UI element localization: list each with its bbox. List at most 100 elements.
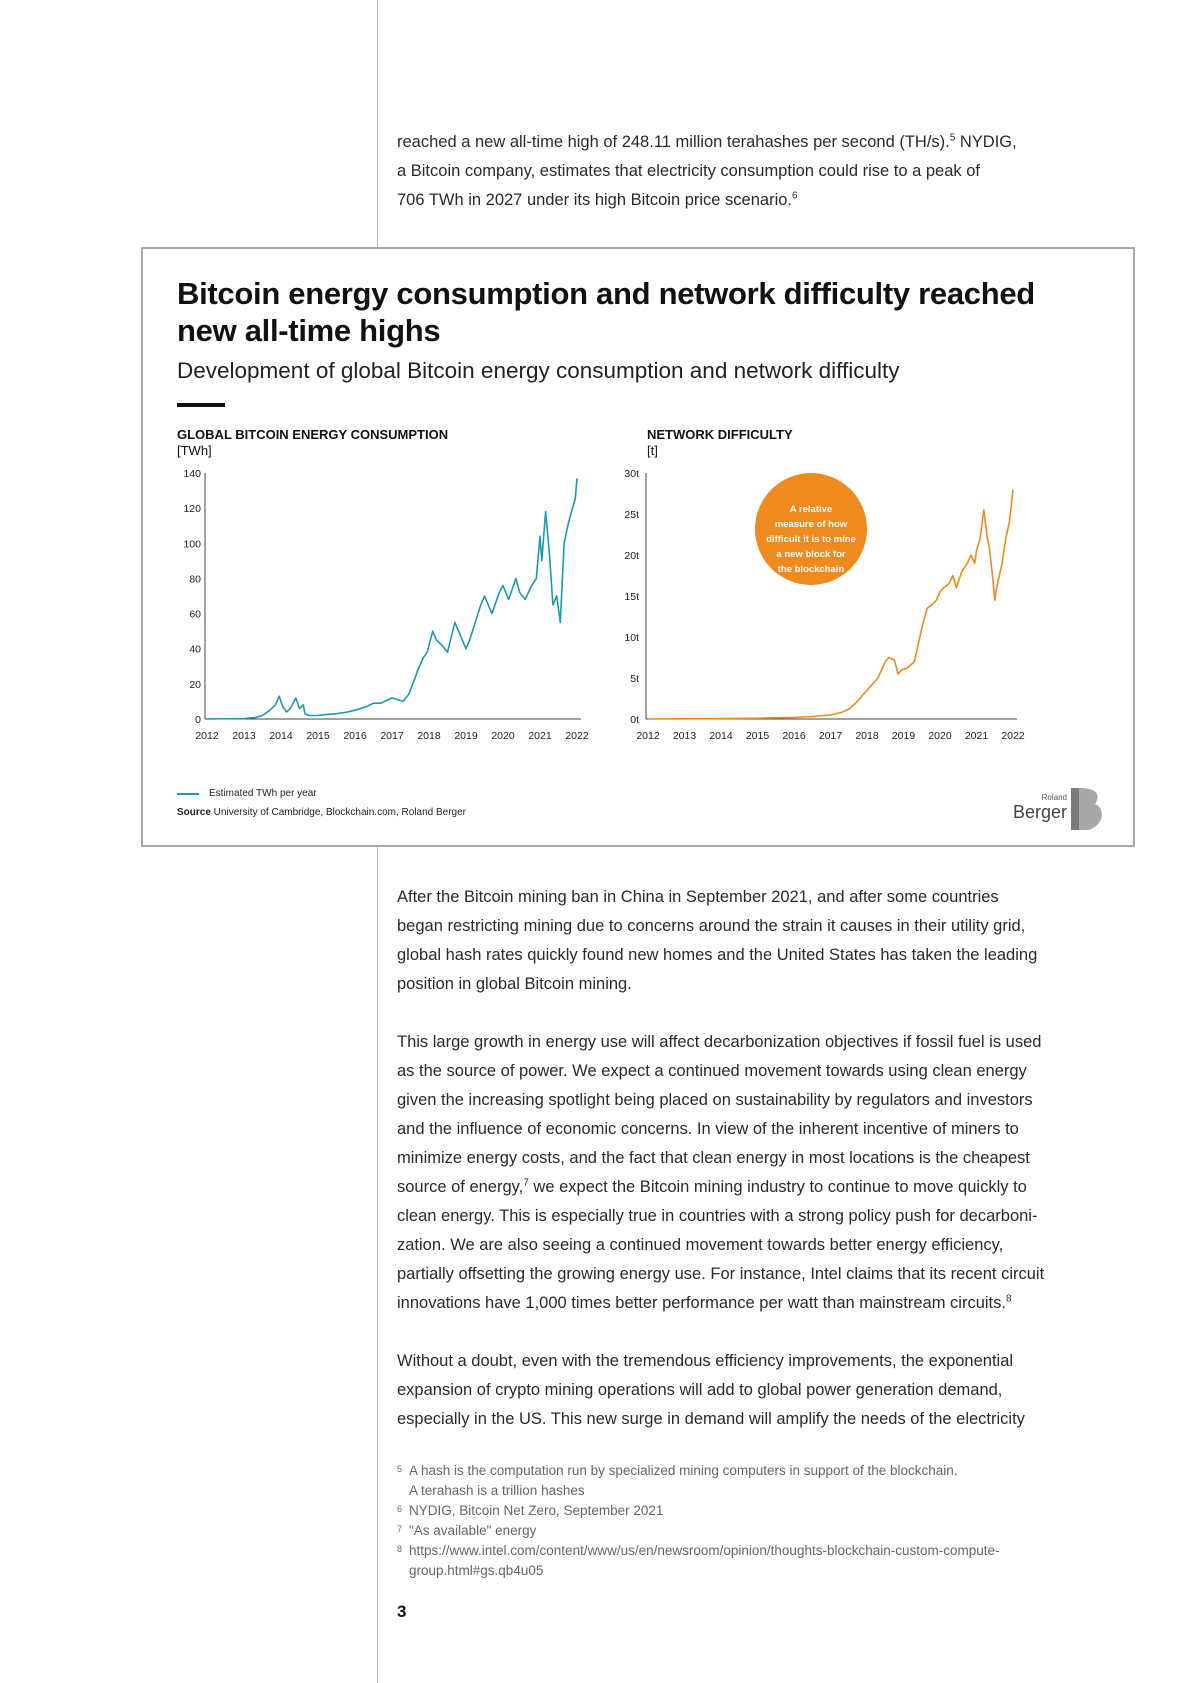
difficulty-panel-unit: [t]	[647, 443, 658, 458]
body-paragraph-2: This large growth in energy use will aff…	[397, 1028, 1117, 1318]
chart-title-line: new all-time highs	[177, 313, 441, 348]
body-line: especially in the US. This new surge in …	[397, 1410, 1025, 1428]
y-tick-label: 20t	[624, 550, 639, 562]
x-tick-label: 2020	[928, 730, 952, 742]
page-number: 3	[397, 1602, 407, 1621]
footnote-number: 6	[397, 1504, 403, 1514]
body-line: After the Bitcoin mining ban in China in…	[397, 888, 999, 906]
legend-label: Estimated TWh per year	[209, 788, 317, 799]
x-tick-label: 2016	[343, 730, 367, 742]
y-tick-label: 80	[189, 573, 201, 585]
x-tick-label: 2012	[636, 730, 660, 742]
footnote-link[interactable]: group.html#gs.qb4u05	[409, 1563, 544, 1578]
callout-text: a new block for	[776, 549, 845, 560]
title-accent-bar	[177, 403, 225, 407]
footnote-text: NYDIG, Bitcoin Net Zero, September 2021	[409, 1503, 664, 1518]
y-tick-label: 140	[183, 468, 201, 480]
x-tick-label: 2020	[491, 730, 515, 742]
body-line: began restricting mining due to concerns…	[397, 917, 1026, 935]
energy-panel-title: GLOBAL BITCOIN ENERGY CONSUMPTION	[177, 427, 449, 442]
footnote-text: A hash is the computation run by special…	[409, 1463, 958, 1478]
intro-line: a Bitcoin company, estimates that electr…	[397, 162, 980, 180]
x-tick-label: 2021	[528, 730, 552, 742]
chart-legend: Estimated TWh per year	[177, 788, 317, 799]
body-line: Without a doubt, even with the tremendou…	[397, 1352, 1014, 1370]
logo-small-text: Roland	[1042, 793, 1067, 802]
chart-title: Bitcoin energy consumption and network d…	[177, 275, 1097, 349]
y-tick-label: 25t	[624, 509, 639, 521]
footnote-7: 7 "As available" energy	[397, 1521, 1117, 1541]
legend-swatch	[177, 792, 199, 795]
footnote-8: 8 https://www.intel.com/content/www/us/e…	[397, 1541, 1117, 1581]
intro-paragraph: reached a new all-time high of 248.11 mi…	[397, 128, 1117, 215]
series-line	[206, 478, 578, 720]
footnote-ref-5[interactable]: 5	[949, 132, 956, 144]
x-tick-label: 2016	[782, 730, 806, 742]
logo-b-mark-shade	[1071, 788, 1079, 830]
chart-area: 0 20 40 60 80 100 120 140 2012 2013 2014 2015 2016 20…	[183, 468, 1025, 742]
body-line: given the increasing spotlight being pla…	[397, 1091, 1033, 1109]
chart-box: Bitcoin energy consumption and network d…	[141, 247, 1135, 847]
body-line: innovations have 1,000 times better perf…	[397, 1294, 1006, 1312]
series-line	[647, 489, 1014, 720]
y-tick-label: 10t	[624, 632, 639, 644]
energy-consumption-chart: 0 20 40 60 80 100 120 140 2012 2013 2014 2015 2016 20…	[183, 468, 588, 742]
body-line: position in global Bitcoin mining.	[397, 975, 632, 993]
chart-source: Source University of Cambridge, Blockcha…	[177, 807, 466, 818]
body-line: minimize energy costs, and the fact that…	[397, 1149, 1030, 1167]
body-line: clean energy. This is especially true in…	[397, 1207, 1038, 1225]
footnote-ref-7[interactable]: 7	[523, 1177, 529, 1189]
callout-text: measure of how	[775, 519, 848, 530]
x-tick-label: 2018	[417, 730, 441, 742]
x-tick-label: 2013	[673, 730, 697, 742]
x-tick-label: 2019	[454, 730, 478, 742]
difficulty-callout: A relative measure of how difficult it i…	[755, 473, 867, 585]
y-tick-label: 120	[183, 503, 201, 515]
y-tick-label: 0t	[630, 714, 639, 726]
body-paragraph-3: Without a doubt, even with the tremendou…	[397, 1347, 1117, 1434]
y-tick-label: 5t	[630, 673, 639, 685]
x-tick-label: 2013	[232, 730, 256, 742]
callout-text: A relative	[790, 504, 832, 515]
roland-berger-logo: Roland Berger	[1013, 788, 1102, 830]
footnote-number: 8	[397, 1544, 403, 1554]
callout-text: difficult it is to mine	[766, 534, 856, 545]
footnote-ref-8[interactable]: 8	[1005, 1293, 1012, 1305]
footnote-number: 7	[397, 1524, 403, 1534]
intro-line: NYDIG,	[955, 133, 1017, 151]
body-line: global hash rates quickly found new home…	[397, 946, 1038, 964]
body-line: as the source of power. We expect a cont…	[397, 1062, 1027, 1080]
footnote-link[interactable]: https://www.intel.com/content/www/us/en/…	[409, 1543, 1000, 1558]
footnote-text: "As available" energy	[409, 1523, 537, 1538]
difficulty-panel-title: NETWORK DIFFICULTY	[647, 427, 793, 442]
x-tick-label: 2015	[746, 730, 770, 742]
body-line: partially offsetting the growing energy …	[397, 1265, 1045, 1283]
x-tick-label: 2014	[269, 730, 293, 742]
body-line: source of energy,	[397, 1178, 524, 1196]
body-paragraph-1: After the Bitcoin mining ban in China in…	[397, 883, 1117, 999]
column-rule-bottom	[377, 847, 378, 1683]
x-tick-label: 2021	[965, 730, 989, 742]
body-line: we expect the Bitcoin mining industry to…	[528, 1178, 1027, 1196]
footnote-ref-6[interactable]: 6	[792, 190, 798, 202]
y-tick-label: 0	[195, 714, 201, 726]
footnote-5: 5 A hash is the computation run by speci…	[397, 1461, 1117, 1501]
y-tick-label: 60	[189, 609, 201, 621]
source-text: University of Cambridge, Blockchain.com,…	[210, 807, 467, 818]
x-tick-label: 2012	[195, 730, 219, 742]
source-label: Source	[177, 807, 211, 818]
x-tick-label: 2022	[1001, 730, 1025, 742]
x-tick-label: 2015	[306, 730, 330, 742]
intro-line: reached a new all-time high of 248.11 mi…	[397, 133, 950, 151]
x-tick-label: 2017	[380, 730, 404, 742]
body-line: This large growth in energy use will aff…	[397, 1033, 1042, 1051]
body-line: expansion of crypto mining operations wi…	[397, 1381, 1003, 1399]
body-line: and the influence of economic concerns. …	[397, 1120, 1019, 1138]
column-rule-top	[377, 0, 378, 247]
y-tick-label: 20	[189, 679, 201, 691]
footnote-6: 6 NYDIG, Bitcoin Net Zero, September 202…	[397, 1501, 1117, 1521]
y-tick-label: 30t	[624, 468, 639, 480]
y-tick-label: 15t	[624, 591, 639, 603]
x-tick-label: 2022	[565, 730, 589, 742]
x-tick-label: 2014	[709, 730, 733, 742]
